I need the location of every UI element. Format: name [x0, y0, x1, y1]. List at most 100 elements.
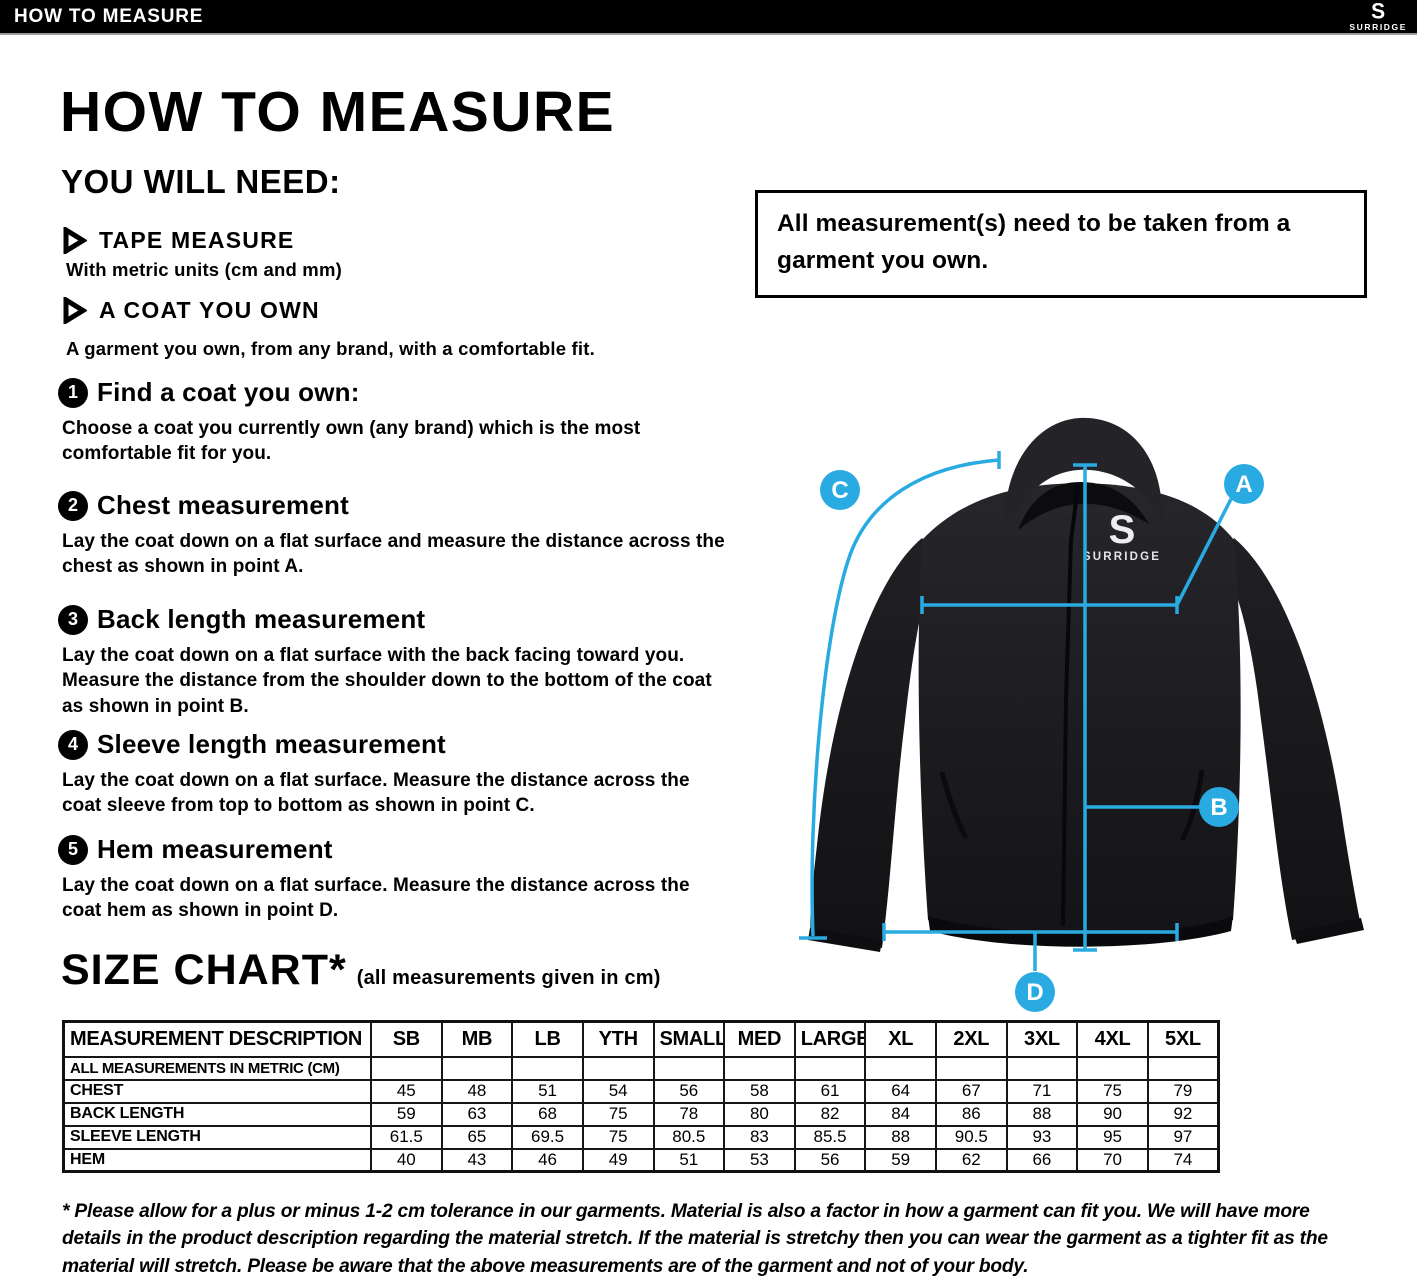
cell-value: 59 — [864, 1147, 937, 1173]
step-title: Back length measurement — [97, 604, 426, 634]
cell-value: 64 — [864, 1078, 937, 1104]
cell-value: 88 — [864, 1124, 937, 1150]
unit-row-empty-cell — [370, 1055, 443, 1081]
size-row: SLEEVE LENGTH 61.5 65 69.5 75 80.5 83 85.5 88 90.… — [62, 1124, 1220, 1150]
jacket-hem — [928, 916, 1233, 947]
point-a-leader-line — [1175, 498, 1233, 606]
step-title: Sleeve length measurement — [97, 729, 446, 759]
cell-value: 58 — [723, 1078, 796, 1104]
size-chart-note: (all measurements given in cm) — [356, 967, 661, 989]
jacket-body — [918, 483, 1241, 938]
column-header-size: MED — [723, 1020, 796, 1058]
cell-value: 79 — [1146, 1078, 1220, 1104]
surridge-logo: S SURRIDGE — [1349, 1, 1417, 32]
point-c-circle — [820, 470, 860, 510]
step-title: Hem measurement — [97, 834, 333, 864]
step-3: 3 Back length measurement Lay the coat d… — [58, 604, 738, 719]
jacket-left-sleeve — [810, 538, 936, 948]
cell-value: 88 — [1005, 1101, 1079, 1127]
size-chart-header-row: MEASUREMENT DESCRIPTION SB MB LB YTH SMALL MED… — [62, 1020, 1220, 1058]
unit-row-empty-cell — [793, 1055, 867, 1081]
cell-value: 68 — [511, 1101, 584, 1127]
cell-value: 74 — [1146, 1147, 1220, 1173]
cell-value: 71 — [1005, 1078, 1079, 1104]
cell-value: 43 — [440, 1147, 514, 1173]
column-header-size: SB — [370, 1020, 443, 1058]
unit-row-empty-cell — [1146, 1055, 1220, 1081]
cell-value: 69.5 — [511, 1124, 584, 1150]
point-b-circle — [1199, 787, 1239, 827]
jacket-left-cuff — [808, 928, 882, 952]
size-row: HEM 40 43 46 49 51 53 56 59 62 66 70 74 — [62, 1147, 1220, 1173]
jacket-logo-s-icon: S — [1109, 508, 1136, 552]
cell-value: 70 — [1076, 1147, 1149, 1173]
requirement-tape-measure: TAPE MEASURE — [62, 227, 294, 254]
cell-value: 78 — [652, 1101, 726, 1127]
unit-row-empty-cell — [440, 1055, 514, 1081]
point-a-label: A — [1235, 471, 1252, 498]
size-row: CHEST 45 48 51 54 56 58 61 64 67 71 75 79 — [62, 1078, 1220, 1104]
cell-value: 82 — [793, 1101, 867, 1127]
column-header-description: MEASUREMENT DESCRIPTION — [62, 1020, 372, 1058]
surridge-wordmark: SURRIDGE — [1349, 22, 1407, 33]
unit-row-empty-cell — [1076, 1055, 1149, 1081]
cell-value: 66 — [1005, 1147, 1079, 1173]
cell-value: 45 — [370, 1078, 443, 1104]
cell-value: 63 — [440, 1101, 514, 1127]
cell-value: 65 — [440, 1124, 514, 1150]
cell-value: 56 — [652, 1078, 726, 1104]
column-header-size: LARGE — [793, 1020, 867, 1058]
requirement-label: TAPE MEASURE — [99, 227, 295, 253]
cell-value: 95 — [1076, 1124, 1149, 1150]
step-body: Lay the coat down on a flat surface. Mea… — [62, 875, 690, 922]
column-header-size: 3XL — [1005, 1020, 1079, 1058]
unit-row-empty-cell — [581, 1055, 655, 1081]
column-header-size: LB — [511, 1020, 584, 1058]
surridge-s-icon: S — [1371, 0, 1386, 24]
step-number-badge: 2 — [58, 490, 88, 521]
footnote-text: * Please allow for a plus or minus 1-2 c… — [62, 1201, 1328, 1277]
cell-value: 83 — [723, 1124, 796, 1150]
requirement-label: A COAT YOU OWN — [99, 297, 320, 323]
step-1: 1 Find a coat you own: Choose a coat you… — [58, 377, 738, 467]
unit-row-empty-cell — [864, 1055, 937, 1081]
jacket-figure: S SURRIDGE — [808, 417, 1364, 952]
sleeve-measure-curve — [810, 458, 1000, 937]
cell-value: 54 — [581, 1078, 655, 1104]
cell-value: 90 — [1076, 1101, 1149, 1127]
jacket-right-pocket — [1179, 769, 1205, 842]
jacket-right-cuff — [1293, 918, 1364, 944]
cell-value: 59 — [370, 1101, 443, 1127]
column-header-size: XL — [864, 1020, 937, 1058]
cell-value: 80.5 — [652, 1124, 726, 1150]
step-5: 5 Hem measurement Lay the coat down on a… — [58, 834, 738, 924]
step-body: Lay the coat down on a flat surface and … — [62, 531, 725, 578]
point-b-label: B — [1210, 794, 1227, 821]
cell-value: 61 — [793, 1078, 867, 1104]
cell-value: 56 — [793, 1147, 867, 1173]
size-chart-heading: SIZE CHART* (all measurements given in c… — [61, 946, 661, 995]
requirement-desc: With metric units (cm and mm) — [66, 259, 342, 280]
page-title: HOW TO MEASURE — [60, 80, 616, 144]
notice-text: All measurement(s) need to be taken from… — [777, 210, 1291, 274]
row-label: CHEST — [62, 1078, 372, 1104]
cell-value: 62 — [935, 1147, 1008, 1173]
step-number-badge: 4 — [58, 729, 88, 760]
point-a-circle — [1224, 464, 1264, 504]
unit-row-label: ALL MEASUREMENTS IN METRIC (CM) — [62, 1055, 372, 1081]
jacket-right-sleeve — [1222, 538, 1361, 940]
column-header-size: 5XL — [1146, 1020, 1220, 1058]
column-header-size: MB — [440, 1020, 514, 1058]
step-number-badge: 1 — [58, 377, 88, 408]
cell-value: 93 — [1005, 1124, 1079, 1150]
triangle-bullet-icon — [63, 227, 87, 254]
cell-value: 53 — [723, 1147, 796, 1173]
jacket-measurement-diagram: S SURRIDGE A — [799, 417, 1364, 1012]
cell-value: 92 — [1146, 1101, 1220, 1127]
requirement-desc: A garment you own, from any brand, with … — [66, 338, 595, 359]
jacket-hood — [1004, 417, 1163, 538]
column-header-size: SMALL — [652, 1020, 726, 1058]
requirement-coat: A COAT YOU OWN — [62, 297, 320, 324]
jacket-logo-wordmark: SURRIDGE — [1083, 551, 1161, 563]
point-c-label: C — [831, 477, 848, 504]
